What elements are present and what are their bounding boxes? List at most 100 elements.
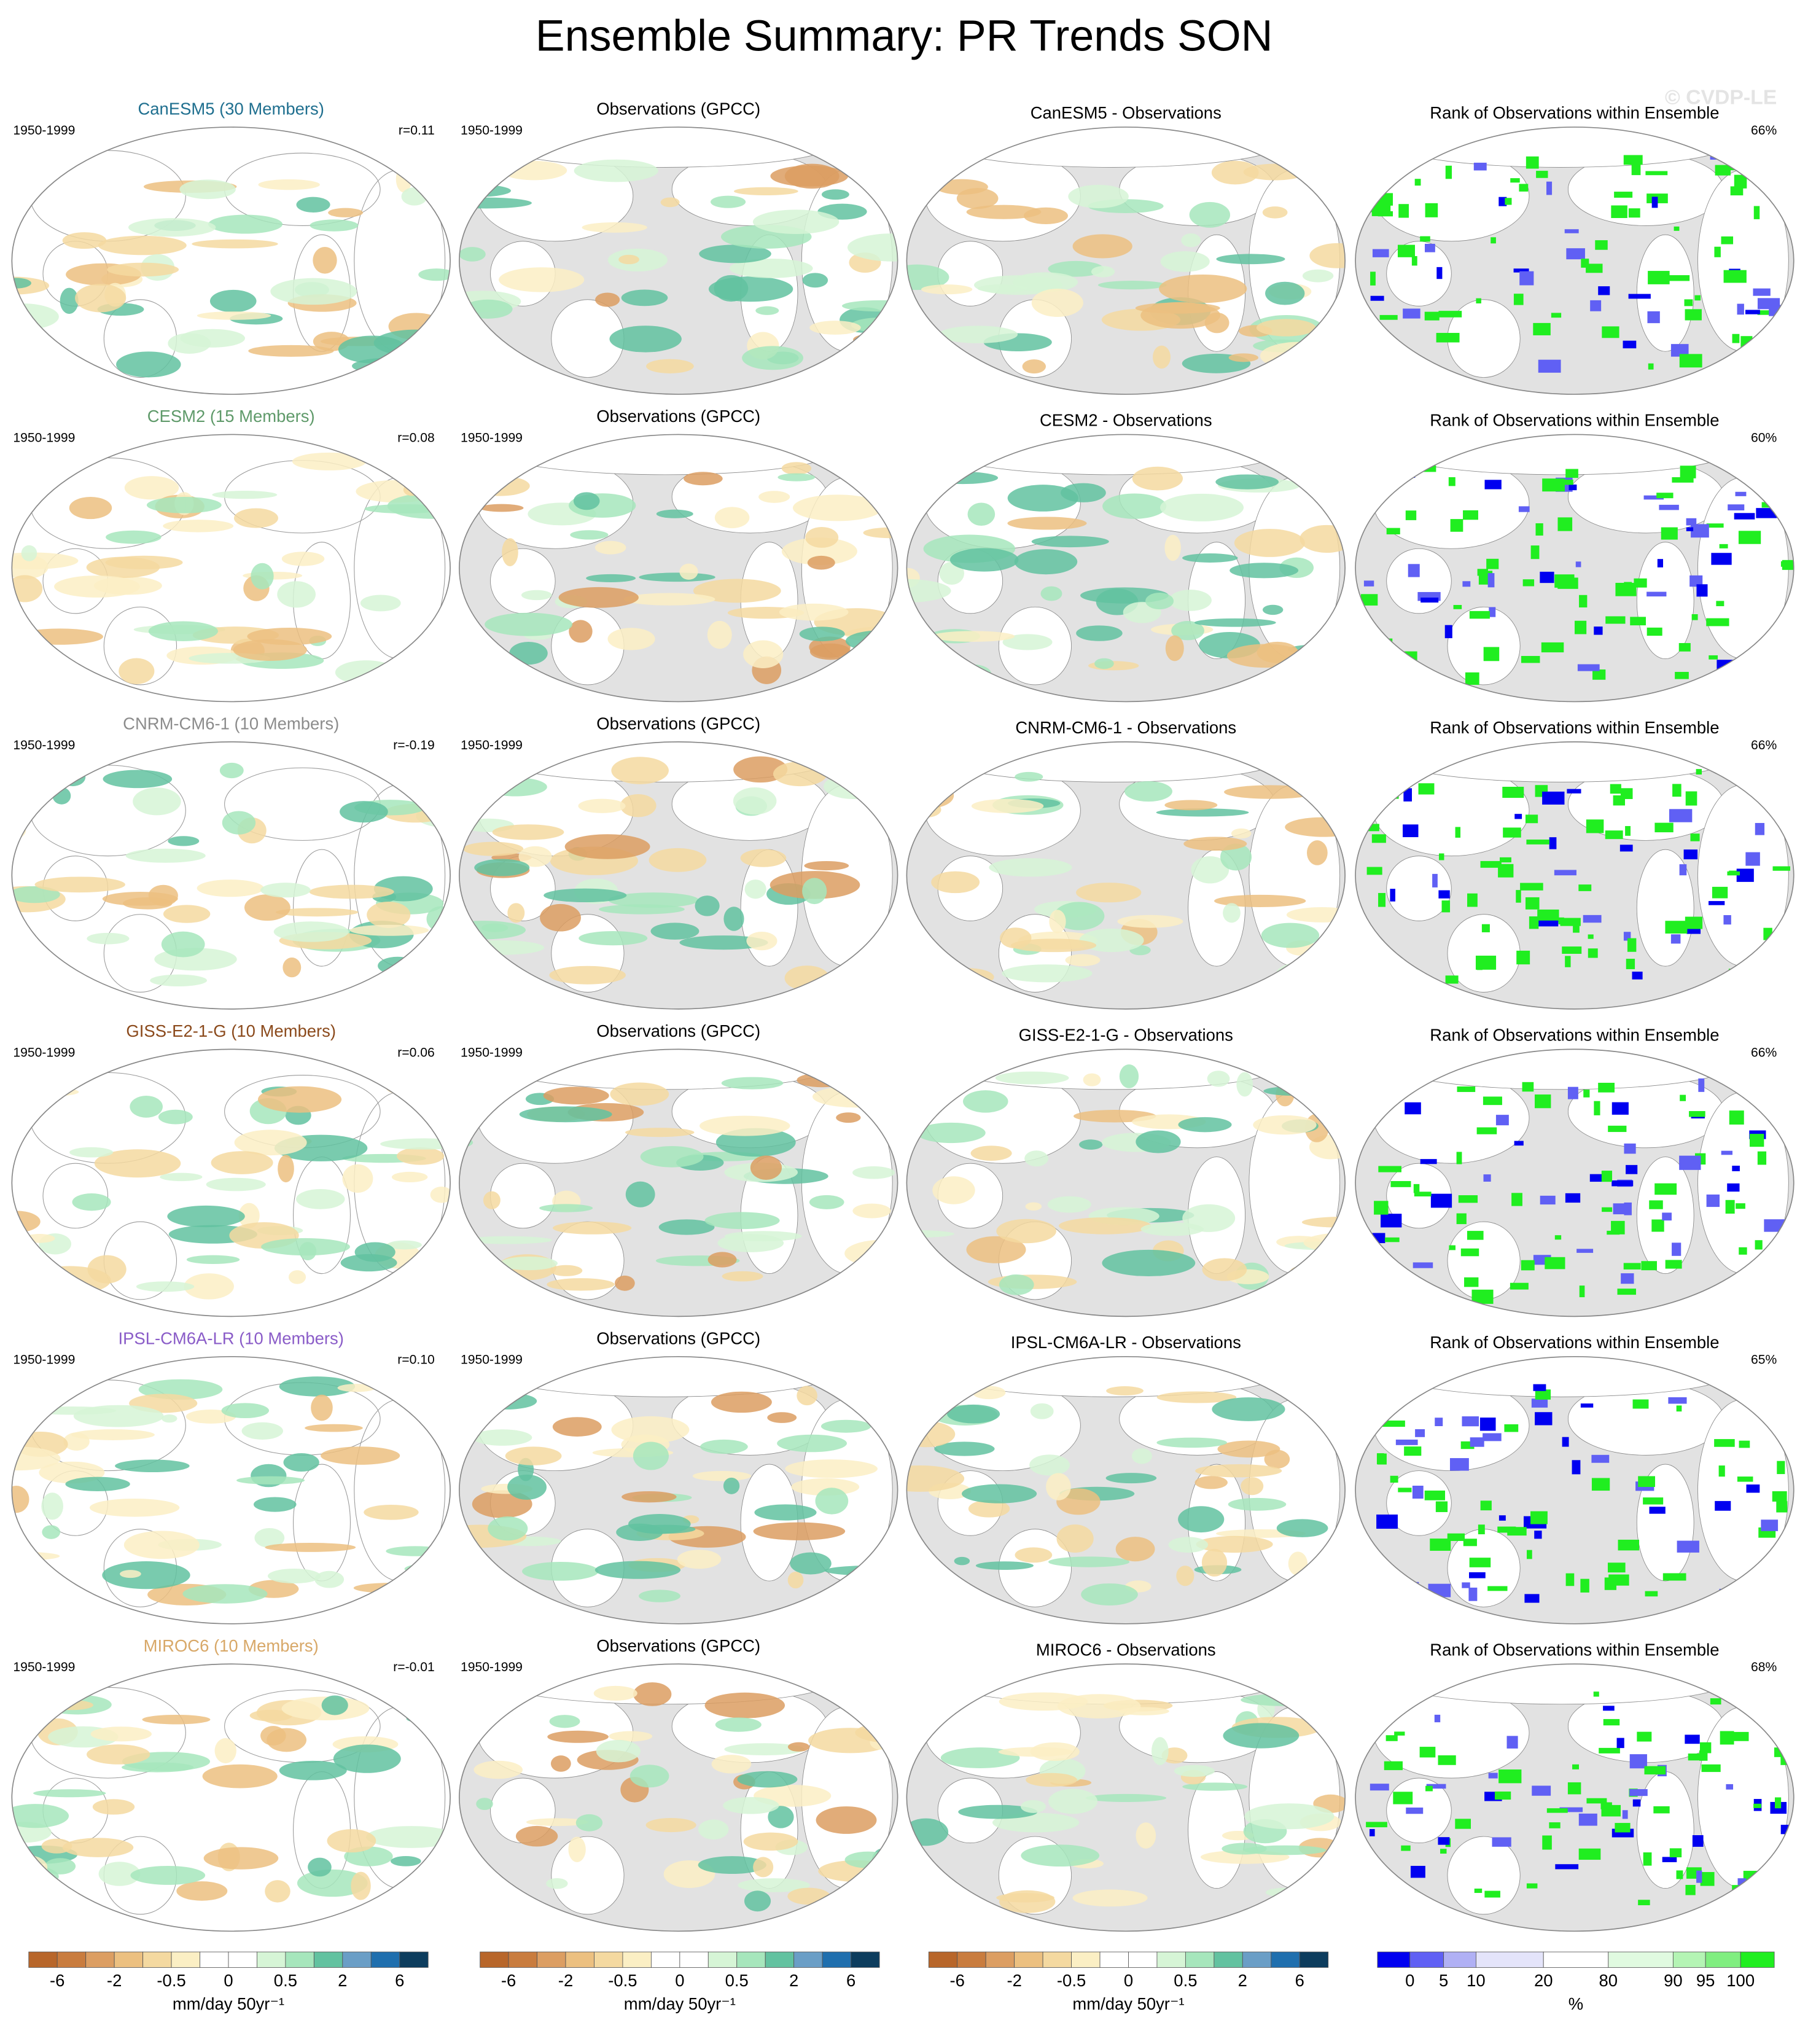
trend-blob: [75, 284, 127, 313]
trend-blob: [480, 504, 524, 512]
trend-blob: [12, 821, 26, 840]
rank-cell: [1535, 1412, 1553, 1426]
trend-blob: [906, 1279, 933, 1300]
obs-title: Observations (GPCC): [596, 99, 760, 119]
rank-cell: [1686, 527, 1694, 531]
colorbar-tick-label: 0.5: [725, 1971, 749, 1990]
trend-blob: [33, 1789, 106, 1798]
trend-blob: [461, 954, 480, 963]
colorbar-tick-label: 2: [789, 1971, 798, 1990]
trend-blob: [752, 209, 840, 234]
colorbar-tick-label: 2: [338, 1971, 347, 1990]
trend-blob: [684, 472, 723, 486]
rank-cell: [1755, 1240, 1763, 1250]
trend-blob: [935, 179, 988, 195]
rank-cell: [1500, 857, 1511, 863]
colorbar-tick-label: 5: [1439, 1971, 1448, 1990]
rank-cell: [1567, 1782, 1581, 1795]
rank-cell: [1743, 1871, 1762, 1884]
trend-blob: [989, 858, 1072, 877]
trend-blob: [1244, 1803, 1335, 1830]
rank-cell: [1602, 326, 1619, 338]
trend-blob: [1083, 1073, 1101, 1086]
rank-cell: [1777, 1461, 1785, 1475]
rank-cell: [1738, 531, 1761, 544]
rank-cell: [1599, 1747, 1620, 1753]
trend-blob: [724, 1743, 805, 1755]
trend-blob: [864, 351, 886, 365]
trend-blob: [639, 572, 715, 582]
trend-blob: [128, 218, 216, 237]
rank-cell: [1361, 940, 1372, 952]
trend-blob: [1040, 586, 1062, 601]
trend-blob: [1217, 1440, 1280, 1458]
trend-blob: [92, 1799, 135, 1815]
trend-blob: [804, 860, 849, 871]
rank-cell: [1475, 955, 1497, 970]
trend-blob: [807, 555, 835, 570]
colorbar-box: [1608, 1951, 1674, 1968]
trend-blob: [459, 149, 473, 162]
rank-cell: [1634, 578, 1647, 588]
trend-blob: [1196, 1535, 1273, 1553]
rank-title: Rank of Observations within Ensemble: [1430, 411, 1719, 430]
colorbar-tick-label: 100: [1726, 1971, 1755, 1990]
rank-cell: [1516, 950, 1530, 965]
trend-blob: [119, 658, 155, 684]
rank-cell: [1483, 1174, 1491, 1182]
diff-title: IPSL-CM6A-LR - Observations: [1011, 1333, 1241, 1352]
trend-blob: [351, 1871, 371, 1900]
trend-blob: [906, 1898, 956, 1908]
trend-blob: [634, 1524, 696, 1534]
trend-blob: [797, 1386, 817, 1406]
rank-cell: [1554, 1235, 1562, 1240]
trend-blob: [1211, 160, 1259, 185]
rank-cell: [1538, 359, 1561, 373]
trend-blob: [311, 1394, 333, 1421]
rank-cell: [1439, 853, 1444, 860]
colorbar-box: [1271, 1951, 1300, 1968]
colorbar-box: [508, 1951, 537, 1968]
colorbar-tick-label: 0.5: [1174, 1971, 1197, 1990]
rank-cell: [1438, 890, 1450, 899]
rank-cell: [1491, 237, 1496, 244]
trend-blob: [168, 836, 200, 846]
rank-cell: [1554, 870, 1576, 876]
rank-cell: [1434, 1714, 1441, 1723]
map-outline: [1355, 1356, 1795, 1625]
rank-cell: [1784, 1574, 1794, 1582]
colorbar-box: [1543, 1951, 1609, 1968]
rank-cell: [1374, 1201, 1389, 1215]
trend-blob: [321, 1446, 400, 1465]
rank-cell: [1394, 1731, 1405, 1736]
rank-cell: [1628, 208, 1640, 218]
colorbar-box: [537, 1951, 566, 1968]
trend-blob: [367, 902, 411, 928]
trend-blob: [254, 1527, 285, 1548]
trend-blob: [253, 1497, 297, 1512]
trend-blob: [704, 1692, 785, 1718]
rank-cell: [1405, 510, 1417, 520]
rank-cell: [1426, 1784, 1446, 1789]
trend-blob: [12, 886, 60, 903]
obs-title: Observations (GPCC): [596, 407, 760, 426]
trend-blob: [544, 888, 627, 903]
rank-cell: [1562, 1437, 1569, 1447]
rank-cell: [1676, 1405, 1682, 1412]
rank-cell: [1514, 1141, 1524, 1146]
trend-blob: [12, 278, 31, 289]
colorbar-box: [342, 1951, 372, 1968]
trend-blob: [1102, 493, 1167, 519]
trend-blob: [146, 497, 222, 513]
rank-cell: [1413, 1184, 1420, 1193]
trend-blob: [961, 1484, 1037, 1504]
trend-blob: [1002, 964, 1093, 983]
trend-blob: [768, 1806, 794, 1828]
trend-blob: [543, 1086, 609, 1105]
trend-blob: [970, 1145, 1012, 1161]
period-label: 1950-1999: [13, 123, 75, 138]
rank-cell: [1430, 1193, 1452, 1208]
diff-title: CESM2 - Observations: [1040, 411, 1212, 430]
rank-cell: [1396, 651, 1417, 663]
trend-blob: [547, 1278, 615, 1291]
